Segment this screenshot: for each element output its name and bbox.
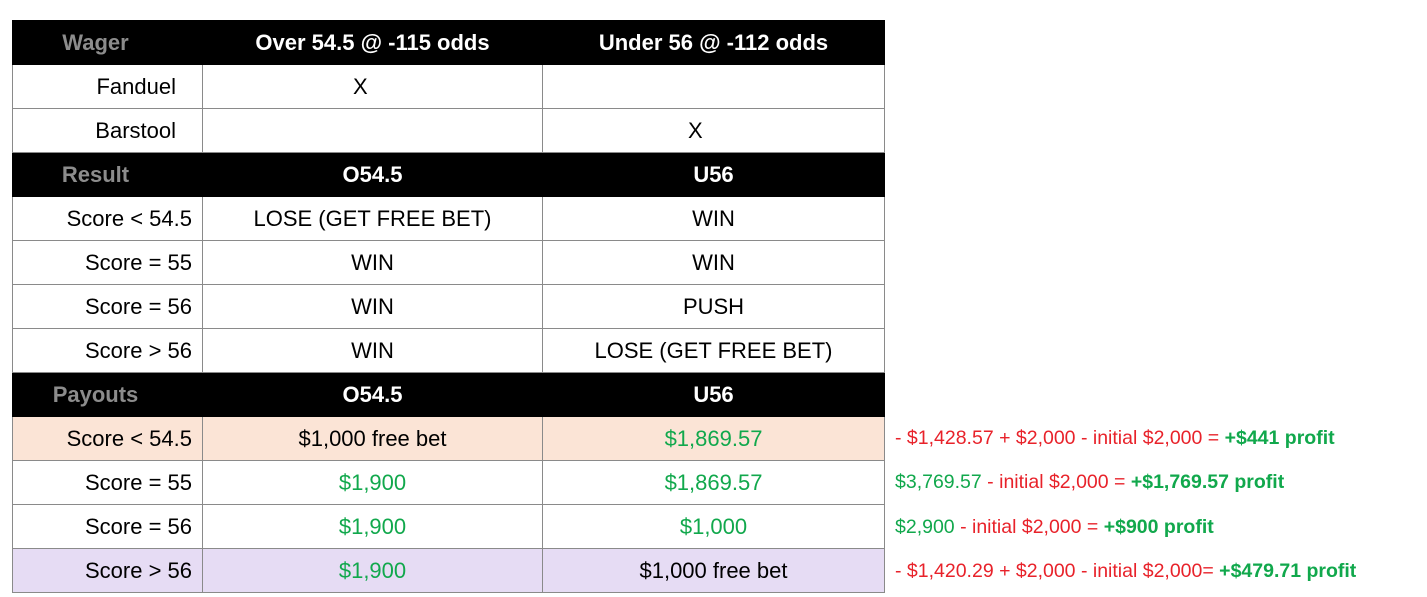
payout-label: Score = 55 (12, 460, 203, 505)
result-row: Score > 56 WIN LOSE (GET FREE BET) (12, 328, 885, 373)
payout-label: Score = 56 (12, 504, 203, 549)
note-minus: - (981, 471, 1000, 494)
profit-note: - $1,428.57 + $2,000 - initial $2,000 = … (895, 416, 1425, 460)
result-under: LOSE (GET FREE BET) (542, 328, 885, 373)
result-over: WIN (202, 240, 543, 285)
result-header-over: O54.5 (202, 152, 543, 197)
result-row: Score = 55 WIN WIN (12, 240, 885, 285)
book-label: Barstool (12, 108, 203, 153)
wager-header-row: Wager Over 54.5 @ -115 odds Under 56 @ -… (12, 20, 885, 65)
wager-header-label: Wager (12, 20, 203, 65)
note-initial: initial $2,000 = (999, 471, 1126, 494)
result-under: WIN (542, 240, 885, 285)
book-over-mark: X (202, 64, 543, 109)
book-row: Fanduel X (12, 64, 885, 109)
payout-header-label: Payouts (12, 372, 203, 417)
payout-label: Score < 54.5 (12, 416, 203, 461)
payout-label: Score > 56 (12, 548, 203, 593)
payout-row: Score < 54.5 $1,000 free bet $1,869.57 (12, 416, 885, 461)
result-header-label: Result (12, 152, 203, 197)
result-under: WIN (542, 196, 885, 241)
note-minus: - (954, 515, 972, 538)
payout-under: $1,869.57 (542, 460, 885, 505)
payout-under: $1,000 (542, 504, 885, 549)
payout-row: Score > 56 $1,900 $1,000 free bet (12, 548, 885, 593)
book-under-mark (542, 64, 885, 109)
note-amount: - $1,420.29 + $2,000 (895, 560, 1076, 583)
result-over: LOSE (GET FREE BET) (202, 196, 543, 241)
note-initial: initial $2,000= (1092, 560, 1214, 583)
wager-table: Wager Over 54.5 @ -115 odds Under 56 @ -… (12, 20, 885, 593)
result-under: PUSH (542, 284, 885, 329)
wager-header-under: Under 56 @ -112 odds (542, 20, 885, 65)
result-label: Score > 56 (12, 328, 203, 373)
profit-note: $2,900 - initial $2,000 = +$900 profit (895, 505, 1425, 549)
note-minus: - (1075, 427, 1093, 449)
result-over: WIN (202, 284, 543, 329)
note-initial: initial $2,000 = (1092, 427, 1220, 449)
note-minus: - (1075, 560, 1093, 583)
result-label: Score < 54.5 (12, 196, 203, 241)
result-over: WIN (202, 328, 543, 373)
note-profit: +$479.71 profit (1213, 560, 1357, 583)
payout-row: Score = 55 $1,900 $1,869.57 (12, 460, 885, 505)
result-header-under: U56 (542, 152, 885, 197)
payout-over: $1,900 (202, 548, 543, 593)
note-amount: $3,769.57 (895, 471, 982, 494)
note-initial: initial $2,000 = (972, 515, 1099, 538)
wager-header-over: Over 54.5 @ -115 odds (202, 20, 543, 65)
payout-under: $1,869.57 (542, 416, 885, 461)
payout-over: $1,900 (202, 460, 543, 505)
note-profit: +$900 profit (1098, 515, 1214, 538)
payout-over: $1,000 free bet (202, 416, 543, 461)
note-profit: +$441 profit (1219, 427, 1335, 449)
payout-header-under: U56 (542, 372, 885, 417)
note-amount: - $1,428.57 + $2,000 (895, 427, 1076, 449)
result-label: Score = 55 (12, 240, 203, 285)
book-row: Barstool X (12, 108, 885, 153)
profit-note: $3,769.57 - initial $2,000 = +$1,769.57 … (895, 460, 1425, 504)
profit-note: - $1,420.29 + $2,000 - initial $2,000= +… (895, 549, 1425, 593)
book-under-mark: X (542, 108, 885, 153)
payout-over: $1,900 (202, 504, 543, 549)
payout-under: $1,000 free bet (542, 548, 885, 593)
result-row: Score < 54.5 LOSE (GET FREE BET) WIN (12, 196, 885, 241)
payout-row: Score = 56 $1,900 $1,000 (12, 504, 885, 549)
book-over-mark (202, 108, 543, 153)
result-header-row: Result O54.5 U56 (12, 152, 885, 197)
note-amount: $2,900 (895, 515, 955, 538)
result-row: Score = 56 WIN PUSH (12, 284, 885, 329)
book-label: Fanduel (12, 64, 203, 109)
profit-notes: - $1,428.57 + $2,000 - initial $2,000 = … (895, 416, 1425, 594)
payout-header-over: O54.5 (202, 372, 543, 417)
payout-header-row: Payouts O54.5 U56 (12, 372, 885, 417)
result-label: Score = 56 (12, 284, 203, 329)
note-profit: +$1,769.57 profit (1125, 471, 1285, 494)
